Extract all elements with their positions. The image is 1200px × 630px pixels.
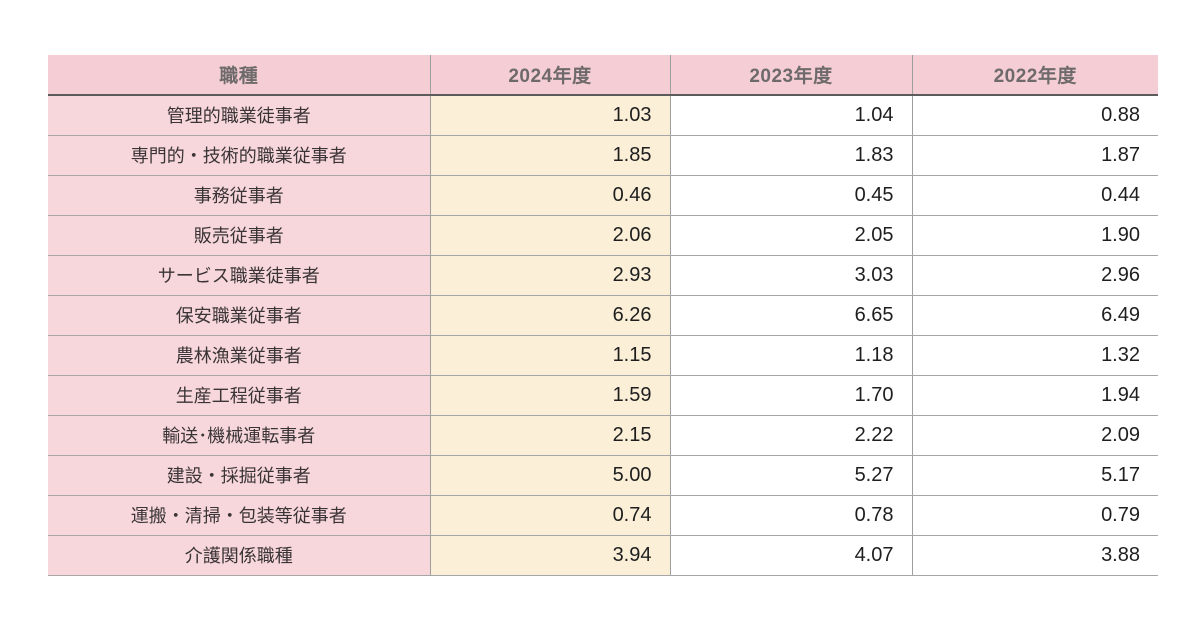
value-2024-cell: 6.26 — [429, 295, 670, 336]
table-row: 管理的職業徒事者 1.03 1.04 0.88 — [48, 95, 1158, 136]
value-2024-cell: 2.93 — [429, 255, 670, 296]
table-row: 保安職業従事者 6.26 6.65 6.49 — [48, 295, 1158, 336]
value-2023-cell: 5.27 — [669, 455, 912, 496]
value-2022-cell: 1.90 — [911, 215, 1158, 256]
table-row: 販売従事者 2.06 2.05 1.90 — [48, 215, 1158, 256]
occupation-cell: サービス職業徒事者 — [48, 255, 430, 296]
table-row: 輸送･機械運転事者 2.15 2.22 2.09 — [48, 415, 1158, 456]
value-2023-cell: 1.83 — [669, 135, 912, 176]
column-header-2023: 2023年度 — [669, 55, 912, 96]
value-2022-cell: 3.88 — [911, 535, 1158, 576]
table-row: 介護関係職種 3.94 4.07 3.88 — [48, 535, 1158, 576]
value-2024-cell: 2.15 — [429, 415, 670, 456]
data-table: 職種 2024年度 2023年度 2022年度 管理的職業徒事者 1.03 1.04… — [48, 55, 1158, 576]
value-2022-cell: 0.88 — [911, 95, 1158, 136]
table-row: 専門的・技術的職業従事者 1.85 1.83 1.87 — [48, 135, 1158, 176]
value-2024-cell: 1.03 — [429, 95, 670, 136]
header-row: 職種 2024年度 2023年度 2022年度 — [48, 55, 1158, 96]
value-2023-cell: 3.03 — [669, 255, 912, 296]
occupation-cell: 生産工程従事者 — [48, 375, 430, 416]
occupation-cell: 専門的・技術的職業従事者 — [48, 135, 430, 176]
value-2023-cell: 0.45 — [669, 175, 912, 216]
table-row: 農林漁業従事者 1.15 1.18 1.32 — [48, 335, 1158, 376]
value-2022-cell: 1.32 — [911, 335, 1158, 376]
job-openings-ratio-table: 職種 2024年度 2023年度 2022年度 管理的職業徒事者 1.03 1.04… — [48, 55, 1158, 576]
occupation-cell: 建設・採掘従事者 — [48, 455, 430, 496]
occupation-cell: 保安職業従事者 — [48, 295, 430, 336]
value-2022-cell: 1.87 — [911, 135, 1158, 176]
column-header-occupation: 職種 — [48, 55, 430, 96]
table-body: 管理的職業徒事者 1.03 1.04 0.88 専門的・技術的職業従事者 1.85 1.83… — [48, 95, 1158, 576]
value-2022-cell: 6.49 — [911, 295, 1158, 336]
value-2024-cell: 2.06 — [429, 215, 670, 256]
value-2024-cell: 1.59 — [429, 375, 670, 416]
value-2022-cell: 2.96 — [911, 255, 1158, 296]
value-2024-cell: 1.15 — [429, 335, 670, 376]
value-2024-cell: 5.00 — [429, 455, 670, 496]
occupation-cell: 運搬・清掃・包装等従事者 — [48, 495, 430, 536]
table-row: 運搬・清掃・包装等従事者 0.74 0.78 0.79 — [48, 495, 1158, 536]
value-2022-cell: 1.94 — [911, 375, 1158, 416]
occupation-cell: 介護関係職種 — [48, 535, 430, 576]
occupation-cell: 管理的職業徒事者 — [48, 95, 430, 136]
value-2024-cell: 3.94 — [429, 535, 670, 576]
value-2022-cell: 0.79 — [911, 495, 1158, 536]
occupation-cell: 販売従事者 — [48, 215, 430, 256]
value-2022-cell: 2.09 — [911, 415, 1158, 456]
occupation-cell: 事務従事者 — [48, 175, 430, 216]
table-row: 建設・採掘従事者 5.00 5.27 5.17 — [48, 455, 1158, 496]
table-row: 生産工程従事者 1.59 1.70 1.94 — [48, 375, 1158, 416]
value-2023-cell: 2.05 — [669, 215, 912, 256]
value-2022-cell: 5.17 — [911, 455, 1158, 496]
value-2024-cell: 0.74 — [429, 495, 670, 536]
occupation-cell: 農林漁業従事者 — [48, 335, 430, 376]
value-2023-cell: 4.07 — [669, 535, 912, 576]
value-2023-cell: 1.18 — [669, 335, 912, 376]
value-2023-cell: 1.04 — [669, 95, 912, 136]
column-header-2024: 2024年度 — [429, 55, 670, 96]
value-2024-cell: 1.85 — [429, 135, 670, 176]
value-2023-cell: 1.70 — [669, 375, 912, 416]
value-2023-cell: 2.22 — [669, 415, 912, 456]
value-2024-cell: 0.46 — [429, 175, 670, 216]
table-row: 事務従事者 0.46 0.45 0.44 — [48, 175, 1158, 216]
occupation-cell: 輸送･機械運転事者 — [48, 415, 430, 456]
table-row: サービス職業徒事者 2.93 3.03 2.96 — [48, 255, 1158, 296]
column-header-2022: 2022年度 — [911, 55, 1158, 96]
value-2023-cell: 0.78 — [669, 495, 912, 536]
value-2023-cell: 6.65 — [669, 295, 912, 336]
value-2022-cell: 0.44 — [911, 175, 1158, 216]
